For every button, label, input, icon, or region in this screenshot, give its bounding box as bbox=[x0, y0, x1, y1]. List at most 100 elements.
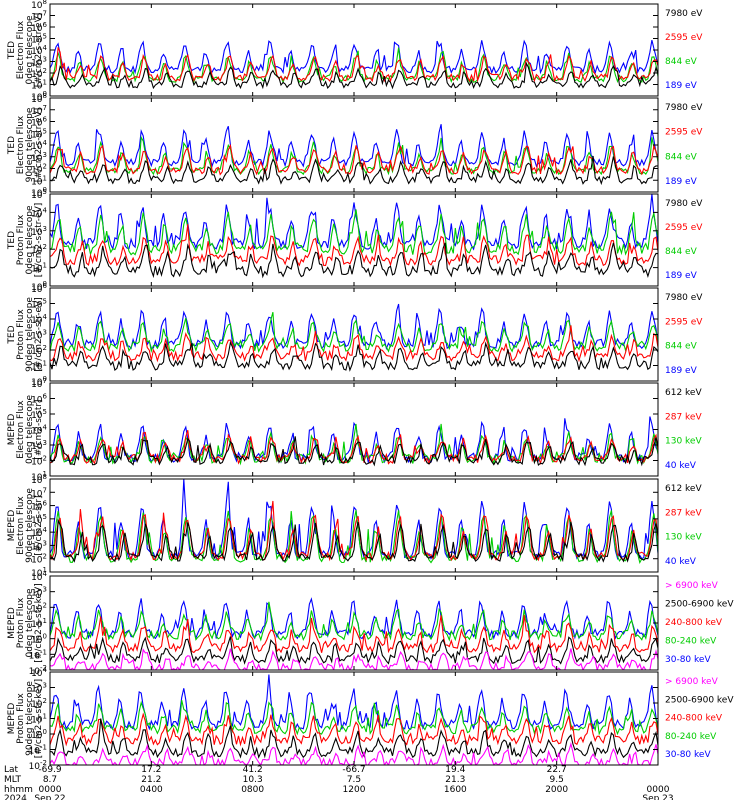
panel-3-ylabel-line-2: Proton Flux bbox=[16, 214, 26, 265]
panel-3-ylabel-line-4: [#/cm2-s-str-eV] bbox=[34, 203, 44, 278]
panel-1-legend-2: 2595 eV bbox=[665, 33, 703, 43]
xaxis-hhmm-label-4: 1600 bbox=[444, 785, 467, 795]
panel-2-ylabel-line-2: Electron Flux bbox=[16, 115, 26, 174]
panel-8-ytick-label-1: 10-1 bbox=[29, 744, 47, 757]
xaxis-lat-label-4: 19.4 bbox=[445, 765, 465, 775]
xaxis-mlt-label-5: 9.5 bbox=[550, 775, 564, 785]
panel-4-ylabel-line-3: 90deg telescope bbox=[25, 297, 35, 372]
xaxis-row-label-hhmm: hhmm bbox=[4, 785, 33, 795]
xaxis-lat-label-1: 17.2 bbox=[141, 765, 161, 775]
panel-2-legend-3: 844 eV bbox=[665, 152, 698, 162]
panel-8-frame bbox=[49, 671, 659, 766]
xaxis-lat-label-3: -66.7 bbox=[342, 765, 365, 775]
panel-6-ylabel-line-3: 90deg telescope bbox=[25, 488, 35, 563]
panel-4-ytick-label-1: 101 bbox=[31, 360, 47, 373]
panel-6-legend-4: 40 keV bbox=[665, 557, 697, 567]
panel-7-plot-area bbox=[50, 597, 658, 670]
panel-5-legend-2: 287 keV bbox=[665, 412, 702, 422]
panel-6-ytick-label-0: 101 bbox=[31, 566, 47, 579]
panel-3-series-4-line bbox=[50, 194, 658, 251]
panel-1-ytick-label-4: 104 bbox=[31, 44, 47, 57]
panel-8-ytick-label-6: 104 bbox=[31, 666, 47, 679]
xaxis-lat-label-0: -69.9 bbox=[38, 765, 62, 775]
panel-2-series-4-line bbox=[50, 124, 658, 168]
panel-8-legend-3: 240-800 keV bbox=[665, 714, 723, 724]
panel-7-series-2-line bbox=[50, 636, 658, 665]
panel-8-ytick-label-2: 100 bbox=[31, 728, 47, 741]
panel-3-plot-area bbox=[50, 194, 658, 279]
xaxis-row-label-mlt: MLT bbox=[4, 775, 22, 785]
panel-4-ytick-label-6: 106 bbox=[31, 282, 47, 295]
panel-2-series-1-line bbox=[50, 155, 658, 186]
panel-3-ytick-label-3: 103 bbox=[31, 225, 47, 238]
panel-4-ylabel-line-2: Proton Flux bbox=[16, 309, 26, 360]
panel-1-ylabel-line-3: 0deg telescope bbox=[25, 15, 35, 85]
panel-6-ytick-label-6: 107 bbox=[31, 486, 47, 499]
panel-7-legend-2: 2500-6900 keV bbox=[665, 600, 734, 610]
panel-3-series-1-line bbox=[50, 242, 658, 279]
panel-5-ytick-label-3: 104 bbox=[31, 424, 47, 437]
panel-6-legend-3: 130 keV bbox=[665, 533, 702, 543]
panel-5-series-3-line bbox=[50, 423, 658, 466]
panel-8-ylabel-line-3: 90deg telescope bbox=[25, 681, 35, 756]
panel-4-ytick-label-4: 104 bbox=[31, 313, 47, 326]
panel-8-series-3-line bbox=[50, 712, 658, 747]
panel-1-legend-4: 189 eV bbox=[665, 81, 698, 91]
panel-5-ytick-label-5: 106 bbox=[31, 393, 47, 406]
panel-5-ylabel-line-3: 0deg telescope bbox=[25, 395, 35, 465]
panel-6-ytick-label-7: 108 bbox=[31, 473, 47, 486]
panel-1-series-1-line bbox=[50, 61, 658, 90]
panel-2-ytick-label-8: 108 bbox=[31, 92, 47, 105]
panel-7-ylabel-line-2: Proton Flux bbox=[16, 597, 26, 648]
panel-7-ytick-label-5: 103 bbox=[31, 586, 47, 599]
panel-5-ytick-label-0: 101 bbox=[31, 470, 47, 483]
panel-4-legend-2: 2595 eV bbox=[665, 317, 703, 327]
panel-6-ytick-label-1: 102 bbox=[31, 553, 47, 566]
panel-6-ytick-label-5: 106 bbox=[31, 500, 47, 513]
panel-7-ytick-label-4: 102 bbox=[31, 601, 47, 614]
panel-2-ylabel-line-1: TED bbox=[7, 136, 17, 155]
panel-7-series-3-line bbox=[50, 615, 658, 654]
panel-1-ytick-label-7: 107 bbox=[31, 10, 47, 23]
panel-4-legend-4: 189 eV bbox=[665, 366, 698, 376]
panel-5-ytick-label-4: 105 bbox=[31, 408, 47, 421]
panel-1-series-2-line bbox=[50, 47, 658, 83]
xaxis-date-label-0: Sep 22 bbox=[34, 794, 65, 800]
panel-5-legend-3: 130 keV bbox=[665, 437, 702, 447]
panel-4-series-3-line bbox=[50, 312, 658, 353]
panel-8-ylabel-line-2: Proton Flux bbox=[16, 693, 26, 744]
panel-8-ytick-label-0: 10-2 bbox=[29, 759, 47, 772]
panel-7-series-4-line bbox=[50, 601, 658, 642]
panel-3-ytick-label-2: 102 bbox=[31, 243, 47, 256]
panel-3-legend-1: 7980 eV bbox=[665, 199, 703, 209]
panel-7-ytick-label-1: 10-1 bbox=[29, 648, 47, 661]
panel-2-ytick-label-0: 100 bbox=[31, 186, 47, 199]
panel-8-ytick-label-5: 103 bbox=[31, 682, 47, 695]
panel-5-ylabel-line-2: Electron Flux bbox=[16, 400, 26, 459]
panel-8: 10-2 10-1 100 101 102 103 104 MEPED Proton Flux 9… bbox=[7, 666, 734, 772]
panel-8-series-4-line bbox=[50, 699, 658, 736]
panel-8-legend-1: > 6900 keV bbox=[665, 677, 719, 687]
panel-1-ylabel-line-1: TED bbox=[7, 41, 17, 60]
xaxis-hhmm-label-1: 0400 bbox=[140, 785, 163, 795]
panel-5: 101 102 103 104 105 106 107 MEPED Electron Flux 0… bbox=[7, 377, 702, 483]
panel-3-frame bbox=[49, 193, 659, 287]
xaxis-date-label-6: Sep 23 bbox=[642, 794, 673, 800]
xaxis-hhmm-label-3: 1200 bbox=[343, 785, 366, 795]
xaxis-row-label-lat: Lat bbox=[4, 765, 19, 775]
panel-4-series-2-line bbox=[50, 325, 658, 363]
panel-2-plot-area bbox=[50, 124, 658, 186]
panel-5-legend-1: 612 keV bbox=[665, 388, 702, 398]
panel-2-ylabel-line-4: [#/cm2-s-str-eV] bbox=[34, 108, 44, 183]
panel-2-ytick-label-4: 104 bbox=[31, 139, 47, 152]
panel-3-ytick-label-1: 101 bbox=[31, 262, 47, 275]
panel-1-ytick-label-1: 101 bbox=[31, 79, 47, 92]
panel-4-legend-3: 844 eV bbox=[665, 342, 698, 352]
panel-2-ytick-label-6: 106 bbox=[31, 116, 47, 129]
panel-5-ytick-label-6: 107 bbox=[31, 377, 47, 390]
panel-1-ylabel-line-2: Electron Flux bbox=[16, 20, 26, 79]
xaxis-lat-label-2: 41.2 bbox=[243, 765, 263, 775]
panel-2-ytick-label-1: 101 bbox=[31, 174, 47, 187]
